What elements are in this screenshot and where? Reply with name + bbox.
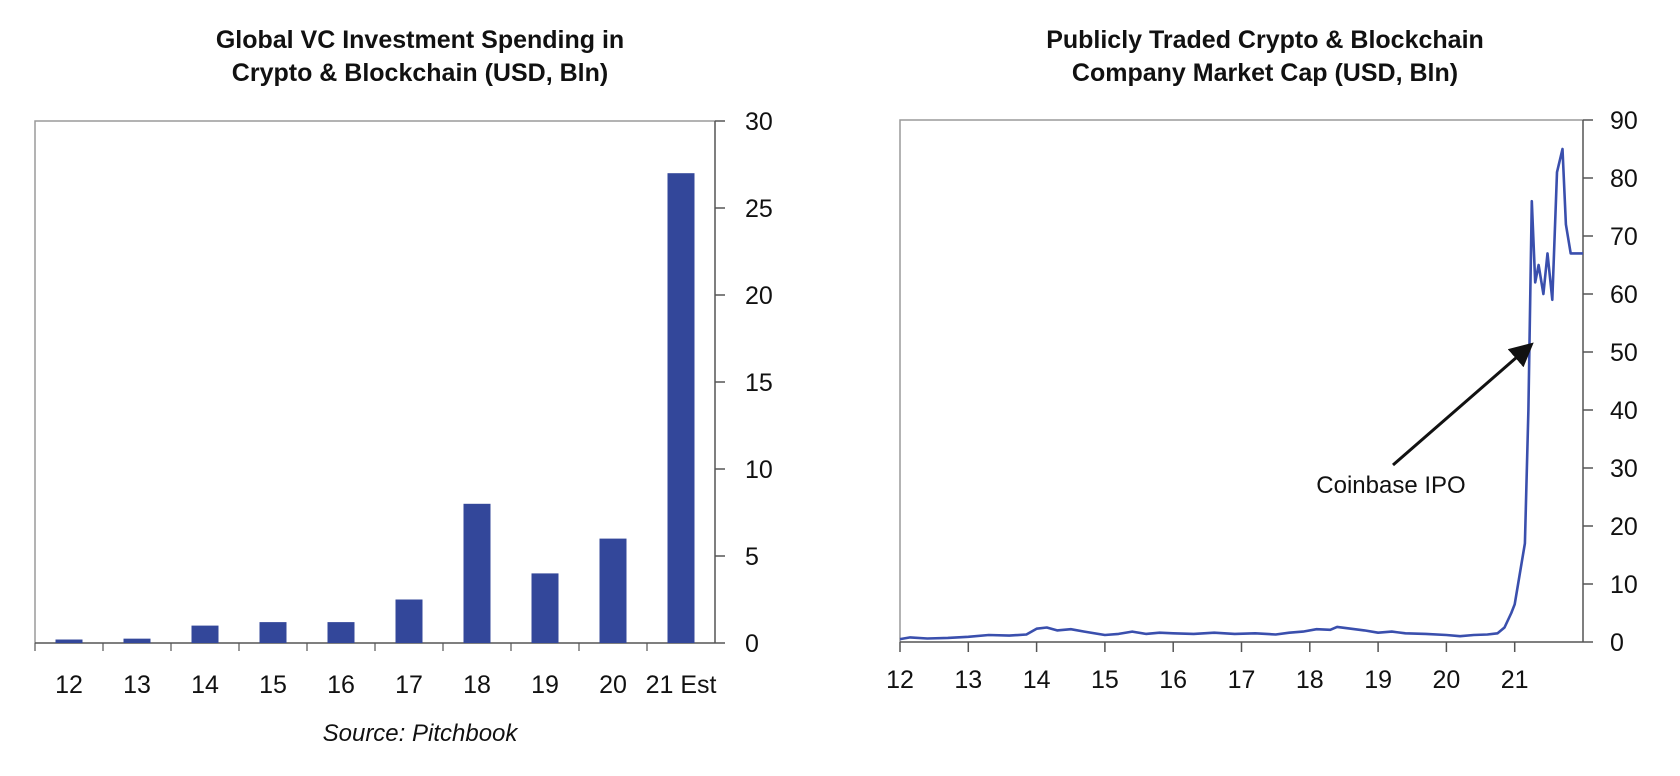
bar bbox=[463, 503, 491, 643]
x-tick-label: 16 bbox=[1159, 666, 1187, 694]
source-note: Source: Pitchbook bbox=[322, 720, 518, 747]
vc-chart-title-line-2: Crypto & Blockchain (USD, Bln) bbox=[231, 59, 609, 87]
y-tick-label: 0 bbox=[745, 630, 759, 658]
x-tick-label: 17 bbox=[395, 671, 423, 699]
y-tick-label: 20 bbox=[1610, 513, 1638, 541]
y-tick-label: 40 bbox=[1610, 397, 1638, 425]
y-tick-label: 50 bbox=[1610, 339, 1638, 367]
vc-investment-bar-chart: 0 5 10 15 20 25 30 12 13 14 15 16 17 18 19 20 21 Est bbox=[34, 108, 773, 699]
x-tick-label: 20 bbox=[599, 671, 627, 699]
vc-chart-title-line-1: Global VC Investment Spending in bbox=[215, 26, 625, 54]
bar bbox=[55, 639, 83, 643]
marketcap-chart-title-line-1: Publicly Traded Crypto & Blockchain bbox=[1046, 26, 1484, 54]
x-tick-label: 21 Est bbox=[646, 671, 717, 699]
bar bbox=[191, 625, 219, 643]
y-tick-label: 5 bbox=[745, 543, 759, 571]
y-tick-label: 80 bbox=[1610, 165, 1638, 193]
bar bbox=[395, 599, 423, 643]
x-tick-label: 15 bbox=[259, 671, 287, 699]
plot-frame bbox=[34, 120, 715, 643]
x-tick-label: 12 bbox=[55, 671, 83, 699]
market-cap-line bbox=[899, 147, 1583, 641]
y-tick-label: 30 bbox=[745, 108, 773, 136]
y-tick-label: 30 bbox=[1610, 455, 1638, 483]
bar bbox=[123, 638, 151, 643]
plot-frame bbox=[899, 119, 1583, 642]
x-tick-label: 13 bbox=[123, 671, 151, 699]
bar bbox=[599, 538, 627, 643]
y-tick-label: 90 bbox=[1610, 107, 1638, 135]
y-tick-label: 15 bbox=[745, 369, 773, 397]
x-tick-label: 15 bbox=[1091, 666, 1119, 694]
bar bbox=[259, 622, 287, 643]
y-tick-label: 0 bbox=[1610, 629, 1624, 657]
x-tick-label: 20 bbox=[1432, 666, 1460, 694]
x-tick-label: 21 bbox=[1501, 666, 1529, 694]
x-tick-label: 13 bbox=[954, 666, 982, 694]
y-tick-label: 10 bbox=[745, 456, 773, 484]
x-tick-label: 17 bbox=[1228, 666, 1256, 694]
x-tick-label: 14 bbox=[191, 671, 219, 699]
annotation-arrow bbox=[1392, 342, 1534, 467]
vc-chart-title: Global VC Investment Spending in Crypto … bbox=[140, 24, 700, 90]
x-tick-label: 16 bbox=[327, 671, 355, 699]
bar bbox=[667, 173, 695, 643]
bar bbox=[327, 622, 355, 643]
x-tick-label: 19 bbox=[531, 671, 559, 699]
marketcap-chart-title: Publicly Traded Crypto & Blockchain Comp… bbox=[985, 24, 1545, 90]
y-tick-label: 60 bbox=[1610, 281, 1638, 309]
x-tick-label: 19 bbox=[1364, 666, 1392, 694]
annotation-label: Coinbase IPO bbox=[1316, 472, 1465, 499]
bar bbox=[531, 573, 559, 643]
x-tick-label: 12 bbox=[886, 666, 914, 694]
y-tick-label: 25 bbox=[745, 195, 773, 223]
marketcap-chart-title-line-2: Company Market Cap (USD, Bln) bbox=[1071, 59, 1459, 87]
y-tick-label: 20 bbox=[745, 282, 773, 310]
x-tick-label: 18 bbox=[463, 671, 491, 699]
y-tick-label: 70 bbox=[1610, 223, 1638, 251]
y-tick-label: 10 bbox=[1610, 571, 1638, 599]
x-tick-label: 18 bbox=[1296, 666, 1324, 694]
x-tick-label: 14 bbox=[1023, 666, 1051, 694]
